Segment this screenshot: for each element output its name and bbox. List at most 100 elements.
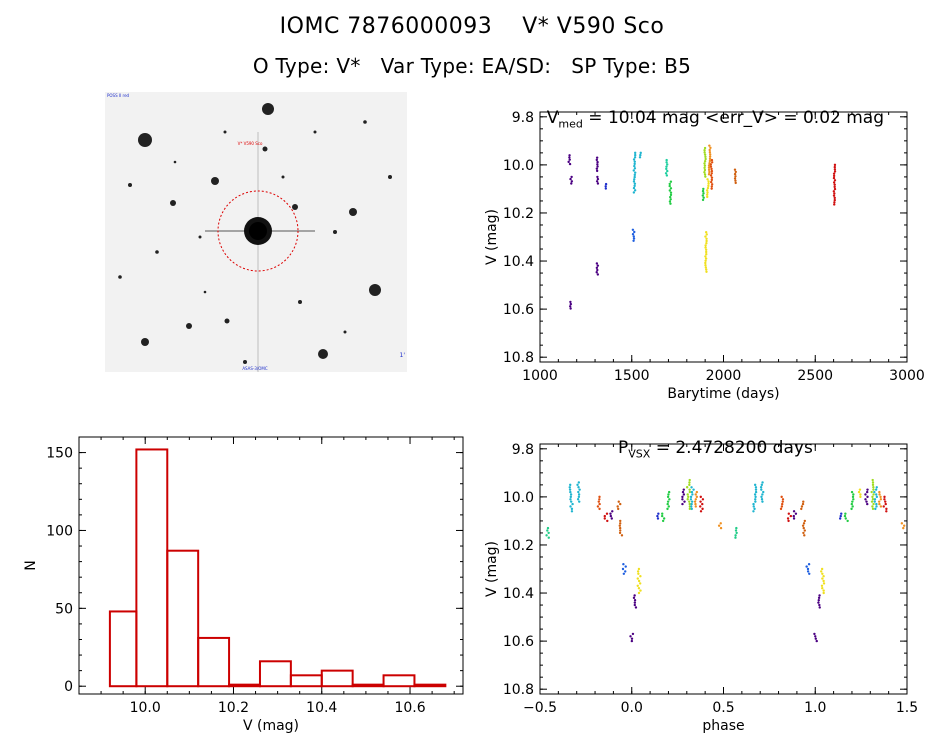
lightcurve-point [709,151,711,153]
phase-point [720,527,722,529]
phase-point [688,500,690,502]
phase-point [782,500,784,502]
histogram-xlabel: V (mag) [243,718,299,734]
lightcurve-point [669,203,671,205]
phase-point [755,486,757,488]
lightcurve-point [706,189,708,191]
lightcurve-point [704,160,706,162]
lightcurve-point [707,183,709,185]
lightcurve-point [704,173,706,175]
phase-point [851,505,853,507]
phase-point [700,510,702,512]
phase-point [901,522,903,524]
phase-point [634,601,636,603]
phase-point [760,496,762,498]
phase-point [598,496,600,498]
lightcurve-point [833,172,835,174]
lightcurve-ytick-label: 10.0 [503,158,534,174]
phase-point [667,500,669,502]
phase-point [864,498,866,500]
lightcurve-point [703,151,705,153]
lightcurve-point [665,172,667,174]
phase-point [569,498,571,500]
phase-point [788,513,790,515]
lightcurve-point [570,182,572,184]
lightcurve-point [596,267,598,269]
phase-point [876,486,878,488]
lightcurve-point [833,194,835,196]
lightcurve-point [634,152,636,154]
lightcurve-point [597,264,599,266]
phase-point [866,491,868,493]
phase-point [629,635,631,637]
phase-point [690,498,692,500]
histogram-ytick-label: 50 [55,601,73,617]
phase-point [803,522,805,524]
lightcurve-point [706,233,708,235]
lightcurve-point [702,192,704,194]
phase-point [874,508,876,510]
lightcurve-point [596,269,598,271]
phase-point [571,503,573,505]
phase-point [661,515,663,517]
phase-point [686,486,688,488]
lightcurve-point [705,257,707,259]
lightcurve-point [670,192,672,194]
histogram-bar [260,661,291,686]
lightcurve-point [706,194,708,196]
phase-point [690,496,692,498]
phase-point [734,537,736,539]
phase-point [866,488,868,490]
lightcurve-point [734,179,736,181]
phase-point [793,510,795,512]
phase-point [804,520,806,522]
phase-point [819,606,821,608]
phase-point [666,508,668,510]
phase-point [872,486,874,488]
phase-point [689,479,691,481]
lightcurve-point [711,170,713,172]
lightcurve-point [704,169,706,171]
phase-point [781,505,783,507]
lightcurve-point [734,173,736,175]
lightcurve-point [634,182,636,184]
lightcurve-point [708,171,710,173]
phase-point [734,534,736,536]
phase-point [813,633,815,635]
phase-point [752,503,754,505]
phase-point [803,527,805,529]
phase-point [795,513,797,515]
histogram-bar [414,685,445,687]
phase-point [616,505,618,507]
phase-ytick-label: 10.0 [503,490,534,506]
phase-point [878,503,880,505]
phase-point [883,498,885,500]
phase-point [872,503,874,505]
lightcurve-point [597,182,599,184]
phase-point [696,496,698,498]
lightcurve-axes [540,112,907,362]
lightcurve-point [669,200,671,202]
phase-point [691,493,693,495]
phase-point [808,563,810,565]
lightcurve-point [704,153,706,155]
phase-point [720,522,722,524]
phase-point [578,493,580,495]
phase-point [689,491,691,493]
lightcurve-point [834,170,836,172]
phase-point [578,500,580,502]
phase-point [662,520,664,522]
lightcurve-point [710,187,712,189]
phase-point [577,491,579,493]
phase-point [578,481,580,483]
lightcurve-point [633,178,635,180]
phase-point [902,527,904,529]
phase-point [871,505,873,507]
lightcurve-point [834,168,836,170]
phase-point [695,498,697,500]
phase-point [699,505,701,507]
lightcurve-point [604,185,606,187]
lightcurve-point [569,301,571,303]
phase-point [619,503,621,505]
